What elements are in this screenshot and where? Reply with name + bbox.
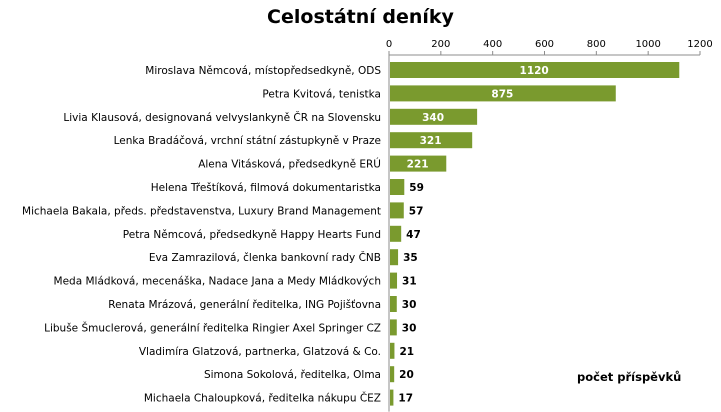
data-label: 30 <box>402 299 417 311</box>
category-label: Meda Mládková, mecenáška, Nadace Jana a … <box>54 276 381 288</box>
bar <box>390 225 402 242</box>
data-label: 17 <box>398 393 413 405</box>
x-tick-label: 200 <box>431 39 450 50</box>
bar <box>390 62 680 78</box>
bar <box>390 296 397 312</box>
bar <box>390 179 405 195</box>
bar <box>390 108 478 125</box>
data-label: 30 <box>402 322 417 334</box>
x-axis: 0 200 400 600 800 1000 1200 <box>386 39 713 412</box>
bar <box>390 202 404 219</box>
x-tick-label: 1200 <box>687 39 712 50</box>
category-label: Livia Klausová, designovaná velvyslankyn… <box>63 111 381 124</box>
category-label: Helena Třeštíková, filmová dokumentarist… <box>151 182 381 194</box>
data-label: 20 <box>399 369 414 381</box>
bar <box>390 319 397 336</box>
x-tick-label: 0 <box>386 39 392 50</box>
bar <box>390 272 398 289</box>
chart-title: Celostátní deníky <box>267 6 454 28</box>
data-label: 340 <box>422 112 444 124</box>
data-label: 221 <box>407 159 429 171</box>
x-tick-label: 800 <box>587 39 606 50</box>
data-label: 35 <box>403 252 418 264</box>
data-label: 31 <box>402 276 417 288</box>
value-labels: 1120 875 340 321 221 59 57 47 35 31 30 30 21 20 17 <box>398 65 548 405</box>
category-label: Lenka Bradáčová, vrchní státní zástupkyn… <box>114 135 381 147</box>
category-label: Vladimíra Glatzová, partnerka, Glatzová … <box>139 346 381 358</box>
category-labels: Miroslava Němcová, místopředsedkyně, ODS… <box>22 65 381 405</box>
data-label: 47 <box>406 229 421 241</box>
bars <box>390 62 680 406</box>
category-label: Petra Kvitová, tenistka <box>262 88 381 100</box>
category-label: Renata Mrázová, generální ředitelka, ING… <box>108 299 381 311</box>
data-label: 21 <box>399 346 414 358</box>
x-tick-label: 600 <box>535 39 554 50</box>
bar <box>390 249 399 266</box>
x-tick-label: 1000 <box>635 39 660 50</box>
data-label: 59 <box>409 182 424 194</box>
category-label: Simona Sokolová, ředitelka, Olma <box>204 369 381 381</box>
bar <box>390 342 395 359</box>
x-tick-label: 400 <box>483 39 502 50</box>
bar <box>390 389 394 406</box>
data-label: 57 <box>409 205 424 217</box>
bar <box>390 85 616 102</box>
category-label: Alena Vitásková, předsedkyně ERÚ <box>198 158 381 171</box>
category-label: Libuše Šmuclerová, generální ředitelka R… <box>44 321 381 334</box>
data-label: 1120 <box>520 65 549 77</box>
category-label: Michaela Bakala, předs. představenstva, … <box>22 205 381 217</box>
category-label: Petra Němcová, předsedkyně Happy Hearts … <box>123 229 381 241</box>
data-label: 875 <box>491 88 513 100</box>
category-label: Eva Zamrazilová, členka bankovní rady ČN… <box>149 251 381 264</box>
bar <box>390 366 395 383</box>
x-axis-label: počet příspěvků <box>577 370 682 384</box>
category-label: Michaela Chaloupková, ředitelka nákupu Č… <box>144 392 381 405</box>
bar <box>390 155 447 172</box>
category-label: Miroslava Němcová, místopředsedkyně, ODS <box>145 65 381 77</box>
data-label: 321 <box>420 135 442 147</box>
bar <box>390 132 473 149</box>
